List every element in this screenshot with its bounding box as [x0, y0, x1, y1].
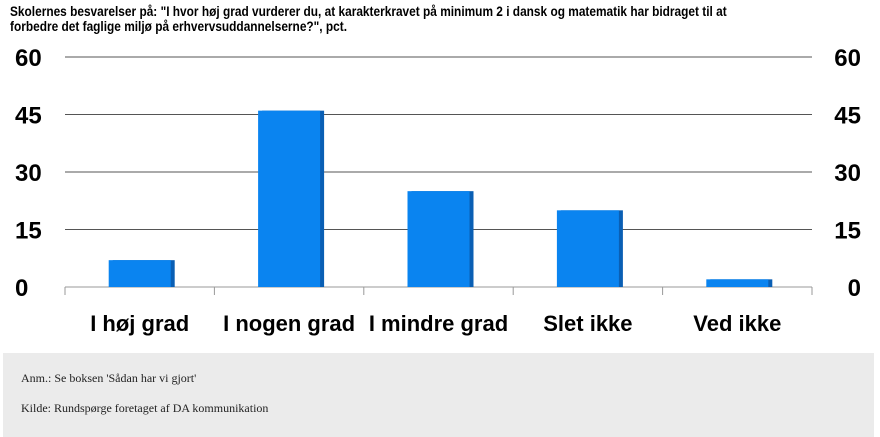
y-tick-label-right: 60 — [834, 45, 861, 72]
bar — [108, 260, 171, 287]
y-tick-label-right: 45 — [834, 103, 861, 130]
footnote: Anm.: Se boksen 'Sådan har vi gjort' — [21, 371, 197, 385]
y-tick-label-left: 15 — [15, 218, 42, 245]
y-axis-left: 0 15 30 45 60 — [15, 45, 42, 302]
bar — [407, 191, 470, 287]
y-tick-label-right: 0 — [848, 275, 861, 302]
x-axis: I høj grad I nogen grad I mindre grad Slet … — [90, 311, 781, 336]
bar — [258, 110, 321, 288]
y-tick-label-left: 45 — [15, 103, 42, 130]
y-tick-label-right: 15 — [834, 218, 861, 245]
y-tick-label-right: 30 — [834, 160, 861, 187]
bar-chart: 0 15 30 45 60 0 15 30 45 60 I høj grad I nogen gr… — [15, 45, 861, 336]
footer-panel: Anm.: Se boksen 'Sådan har vi gjort' Kil… — [3, 353, 874, 437]
x-tick-label: Ved ikke — [693, 311, 781, 336]
y-tick-label-left: 30 — [15, 160, 42, 187]
y-tick-label-left: 0 — [15, 275, 28, 302]
source-note: Kilde: Rundspørge foretaget af DA kommun… — [21, 401, 269, 415]
y-tick-label-left: 60 — [15, 45, 42, 72]
y-axis-right: 0 15 30 45 60 — [834, 45, 861, 302]
bar — [706, 279, 769, 287]
bars — [108, 110, 773, 288]
x-tick-label: I mindre grad — [369, 311, 508, 336]
x-tick-label: I nogen grad — [223, 311, 355, 336]
x-tick-label: I høj grad — [90, 311, 189, 336]
x-tick-label: Slet ikke — [543, 311, 632, 336]
chart-title: Skolernes besvarelser på: "I hvor høj gr… — [10, 4, 727, 34]
bar — [556, 210, 619, 287]
